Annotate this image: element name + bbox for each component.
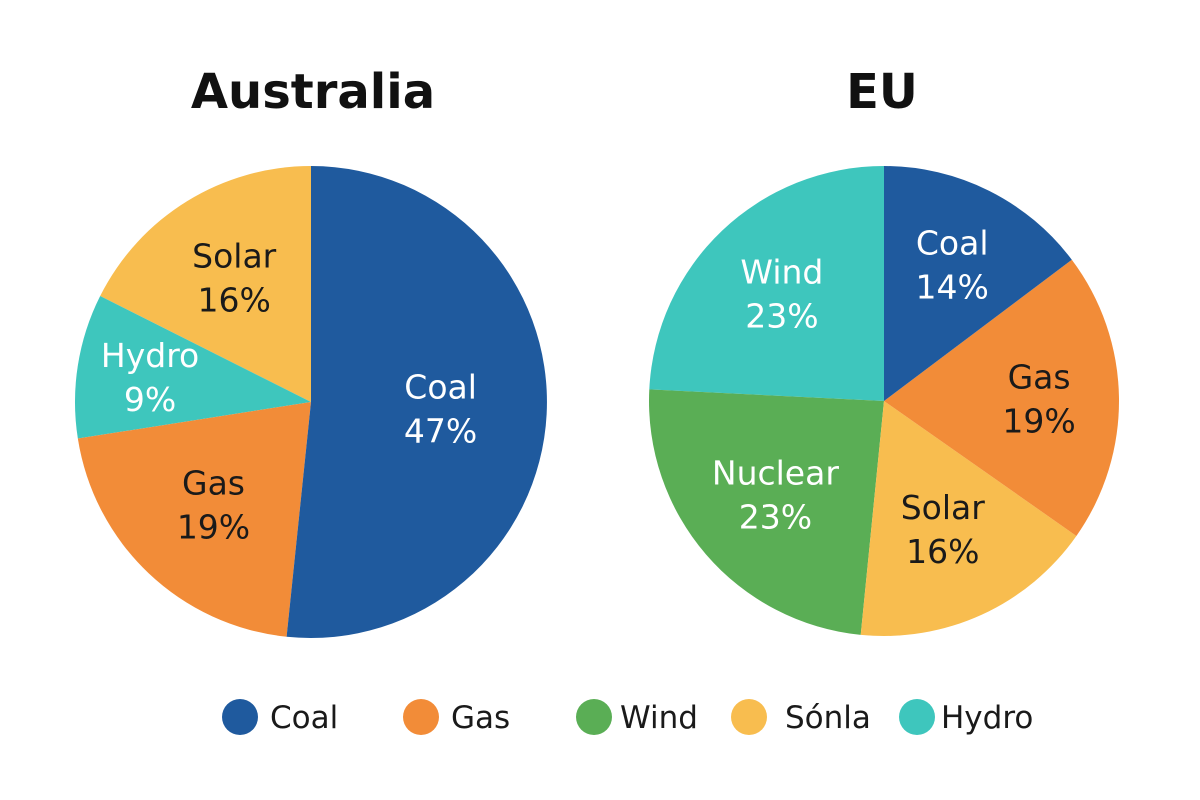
chart-title-australia: Australia <box>191 64 435 120</box>
slice-label-australia-solar: Solar <box>192 236 277 275</box>
pie-slice-australia-solar <box>100 166 311 402</box>
slice-value-eu-gas: 19% <box>1002 401 1075 440</box>
legend-label-hydro: Hydro <box>941 700 1033 736</box>
slice-value-eu-coal: 14% <box>916 267 989 306</box>
pie-slice-eu-gas <box>884 259 1120 536</box>
pie-slice-eu-wind <box>649 166 884 401</box>
legend-swatch-wind <box>576 699 612 735</box>
legend-label-coal: Coal <box>270 700 338 736</box>
slice-value-eu-wind: 23% <box>745 297 818 336</box>
slice-value-australia-hydro: 9% <box>124 380 176 419</box>
pie-slice-australia-coal <box>286 166 547 638</box>
legend-label-gas: Gas <box>451 700 510 736</box>
legend-label-wind: Wind <box>620 700 698 736</box>
slice-value-eu-solar: 16% <box>906 532 979 571</box>
slice-label-australia-gas: Gas <box>182 464 245 503</box>
slice-label-eu-wind: Wind <box>740 253 823 292</box>
slice-value-australia-solar: 16% <box>198 280 271 319</box>
slice-label-australia-hydro: Hydro <box>101 336 199 375</box>
pie-slice-australia-hydro <box>74 295 312 439</box>
legend: Coal Gas Wind Sónla Hydro <box>222 699 1033 736</box>
legend-swatch-s-nla <box>731 699 767 735</box>
legend-swatch-coal <box>222 699 258 735</box>
chart-title-eu: EU <box>846 64 918 120</box>
pie-slice-eu-nuclear <box>649 389 884 635</box>
legend-label-s-nla: Sónla <box>785 700 871 736</box>
slice-value-australia-gas: 19% <box>177 508 250 547</box>
slice-value-eu-nuclear: 23% <box>739 498 812 537</box>
pie-slice-australia-gas <box>77 402 311 637</box>
slice-label-eu-solar: Solar <box>901 488 986 527</box>
pie-slice-eu-solar <box>860 401 1077 636</box>
legend-swatch-gas <box>403 699 439 735</box>
slice-label-eu-nuclear: Nuclear <box>712 454 839 493</box>
legend-swatch-hydro <box>899 699 935 735</box>
slice-label-australia-coal: Coal <box>404 368 477 407</box>
slice-label-eu-coal: Coal <box>916 223 989 262</box>
pie-chart-australia: Australia Coal 47% Gas 19% Hydro 9% Solar 16% <box>74 64 547 638</box>
pie-slice-eu-coal <box>884 166 1072 401</box>
pie-chart-eu: EU Coal 14% Gas 19% Solar 16% Nuclear 23% Wind 23… <box>649 64 1120 636</box>
slice-label-eu-gas: Gas <box>1008 357 1071 396</box>
slice-value-australia-coal: 47% <box>404 412 477 451</box>
